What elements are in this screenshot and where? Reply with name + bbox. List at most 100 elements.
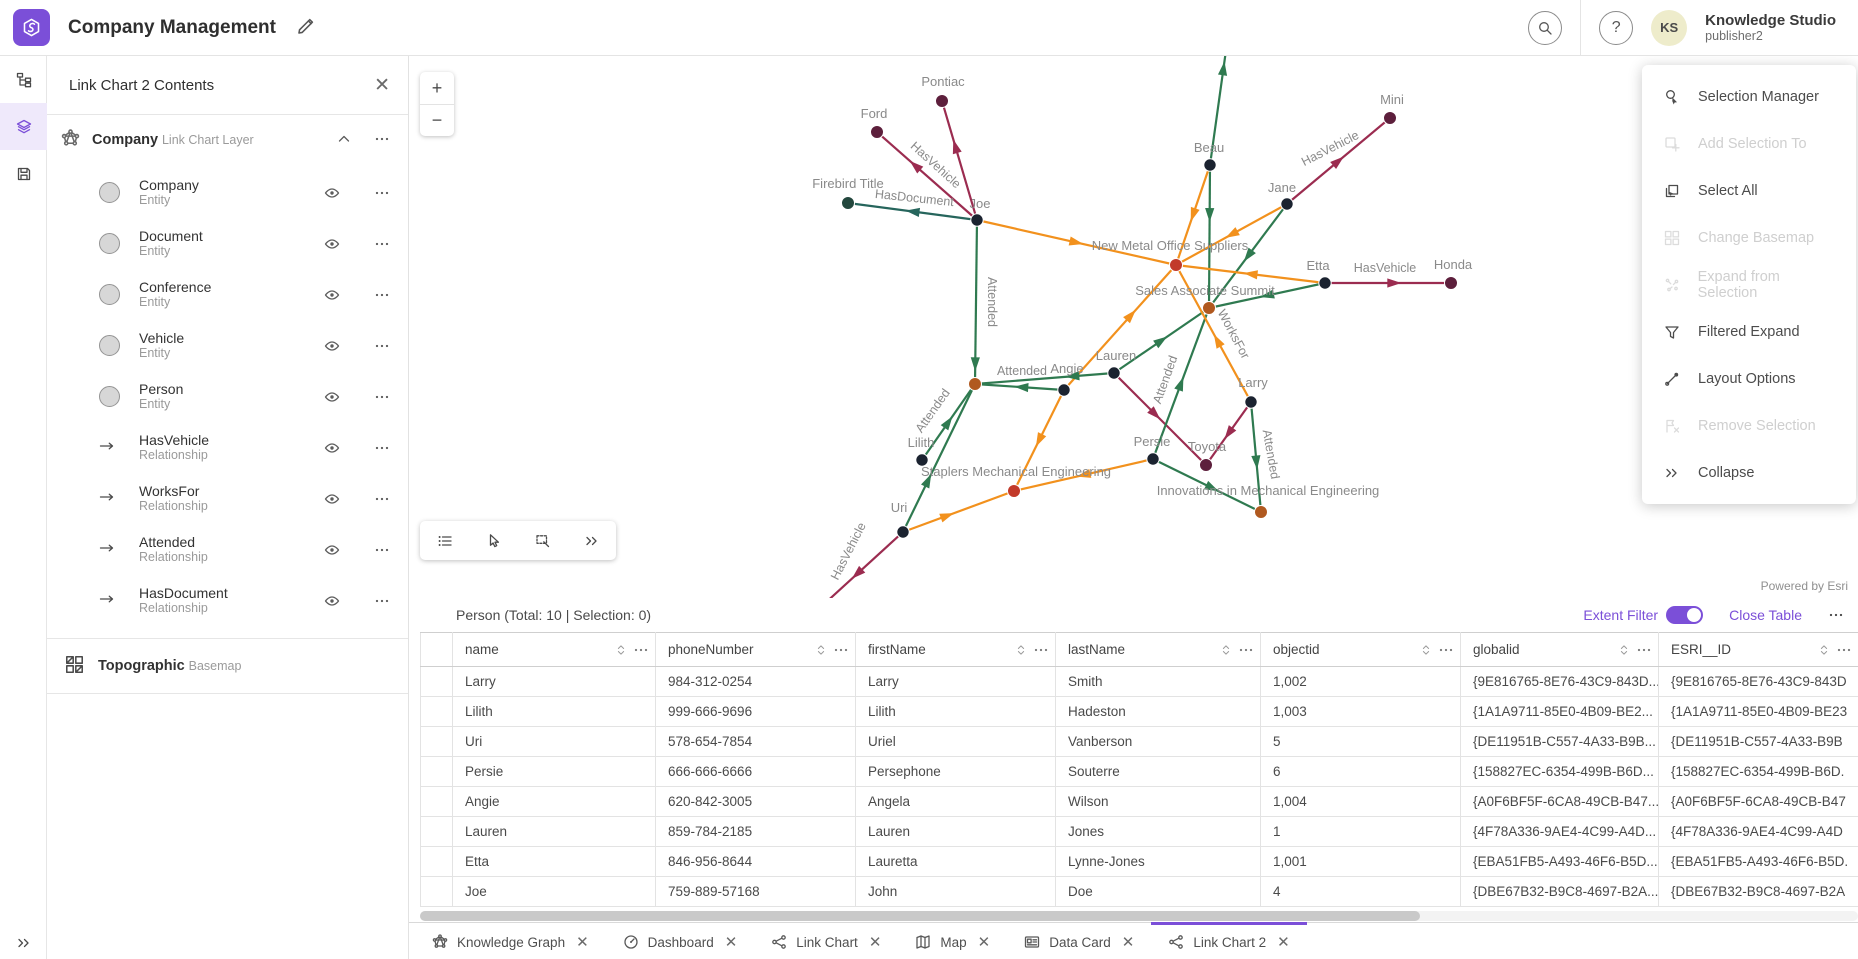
layer-item-conference[interactable]: Conference Entity: [47, 269, 408, 320]
layer-item-document[interactable]: Document Entity: [47, 218, 408, 269]
horizontal-scrollbar[interactable]: [420, 911, 1858, 921]
layer-item-company[interactable]: Company Entity: [47, 167, 408, 218]
item-options-button[interactable]: [374, 338, 390, 354]
row-checkbox[interactable]: [420, 696, 453, 727]
close-tab-icon[interactable]: ✕: [1121, 934, 1135, 951]
link-chart-canvas[interactable]: HasVehicle HasVehicle HasVehicle HasVehicle…: [410, 56, 1858, 616]
view-tab-link-chart-2[interactable]: Link Chart 2 ✕: [1151, 922, 1307, 959]
view-tab-map[interactable]: Map ✕: [898, 922, 1007, 959]
close-tab-icon[interactable]: ✕: [576, 934, 589, 951]
visibility-eye-icon[interactable]: [324, 542, 340, 558]
view-tab-data-card[interactable]: Data Card ✕: [1007, 922, 1151, 959]
menu-item-collapse[interactable]: Collapse: [1642, 449, 1856, 496]
layer-item-person[interactable]: Person Entity: [47, 371, 408, 422]
rail-item-knowledge-graph[interactable]: [0, 56, 47, 103]
column-header-ESRI__ID[interactable]: ESRI__ID: [1658, 632, 1858, 667]
item-options-button[interactable]: [374, 542, 390, 558]
row-checkbox[interactable]: [420, 846, 453, 877]
sort-icon[interactable]: [1420, 644, 1432, 656]
column-header-name[interactable]: name: [452, 632, 656, 667]
table-options-button[interactable]: [1828, 607, 1844, 623]
search-button[interactable]: [1528, 10, 1563, 45]
item-options-button[interactable]: [374, 236, 390, 252]
item-options-button[interactable]: [374, 185, 390, 201]
column-header-firstName[interactable]: firstName: [855, 632, 1056, 667]
row-checkbox[interactable]: [420, 756, 453, 787]
layer-item-worksfor[interactable]: WorksFor Relationship: [47, 473, 408, 524]
item-options-button[interactable]: [374, 491, 390, 507]
visibility-eye-icon[interactable]: [324, 440, 340, 456]
user-block[interactable]: Knowledge Studio publisher2: [1705, 12, 1836, 44]
collapse-layer-chevron-icon[interactable]: [336, 131, 352, 150]
table-row[interactable]: Persie 666-666-6666 Persephone Souterre 6 {15…: [420, 756, 1858, 787]
visibility-eye-icon[interactable]: [324, 389, 340, 405]
column-options-button[interactable]: [1033, 642, 1049, 658]
column-options-button[interactable]: [1238, 642, 1254, 658]
sort-icon[interactable]: [615, 644, 627, 656]
sort-icon[interactable]: [1618, 644, 1630, 656]
close-tab-icon[interactable]: ✕: [868, 934, 882, 951]
column-header-phoneNumber[interactable]: phoneNumber: [655, 632, 856, 667]
rail-expand-button[interactable]: [0, 935, 47, 951]
scrollbar-thumb[interactable]: [420, 911, 1420, 921]
visibility-eye-icon[interactable]: [324, 287, 340, 303]
item-options-button[interactable]: [374, 287, 390, 303]
toolbar-more-button[interactable]: [572, 521, 612, 560]
column-header-globalid[interactable]: globalid: [1460, 632, 1659, 667]
column-header-lastName[interactable]: lastName: [1055, 632, 1261, 667]
view-tab-dashboard[interactable]: Dashboard ✕: [606, 922, 755, 959]
visibility-eye-icon[interactable]: [324, 593, 340, 609]
app-logo-icon[interactable]: [13, 9, 50, 46]
select-all-header[interactable]: [420, 632, 453, 667]
view-tab-knowledge-graph[interactable]: Knowledge Graph ✕: [415, 922, 606, 959]
rail-item-save[interactable]: [0, 150, 47, 197]
table-row[interactable]: Etta 846-956-8644 Lauretta Lynne-Jones 1,001…: [420, 846, 1858, 877]
legend-list-button[interactable]: [425, 521, 465, 560]
close-tab-icon[interactable]: ✕: [724, 934, 738, 951]
table-row[interactable]: Uri 578-654-7854 Uriel Vanberson 5 {DE11951B-…: [420, 726, 1858, 757]
layer-options-button[interactable]: [374, 131, 390, 150]
layer-group-row[interactable]: Company Link Chart Layer: [47, 115, 408, 161]
layer-item-hasdocument[interactable]: HasDocument Relationship: [47, 575, 408, 626]
item-options-button[interactable]: [374, 593, 390, 609]
visibility-eye-icon[interactable]: [324, 185, 340, 201]
view-tab-link-chart[interactable]: Link Chart ✕: [754, 922, 898, 959]
extent-filter-toggle[interactable]: [1666, 606, 1704, 624]
visibility-eye-icon[interactable]: [324, 236, 340, 252]
layer-item-attended[interactable]: Attended Relationship: [47, 524, 408, 575]
table-row[interactable]: Lauren 859-784-2185 Lauren Jones 1 {4F78A336-…: [420, 816, 1858, 847]
sort-icon[interactable]: [1220, 644, 1232, 656]
basemap-row[interactable]: Topographic Basemap: [47, 639, 408, 694]
column-options-button[interactable]: [633, 642, 649, 658]
menu-item-filtered-expand[interactable]: Filtered Expand: [1642, 308, 1856, 355]
edit-title-pencil-icon[interactable]: [296, 17, 315, 39]
row-checkbox[interactable]: [420, 816, 453, 847]
column-header-objectid[interactable]: objectid: [1260, 632, 1461, 667]
column-options-button[interactable]: [1836, 642, 1852, 658]
table-row[interactable]: Larry 984-312-0254 Larry Smith 1,002 {9E81676…: [420, 666, 1858, 697]
help-button[interactable]: ?: [1599, 10, 1634, 45]
item-options-button[interactable]: [374, 389, 390, 405]
table-row[interactable]: Lilith 999-666-9696 Lilith Hadeston 1,003 {1A…: [420, 696, 1858, 727]
close-table-button[interactable]: Close Table: [1729, 607, 1802, 623]
visibility-eye-icon[interactable]: [324, 491, 340, 507]
rail-item-layers[interactable]: [0, 103, 47, 150]
item-options-button[interactable]: [374, 440, 390, 456]
column-options-button[interactable]: [1636, 642, 1652, 658]
zoom-out-button[interactable]: −: [420, 104, 454, 136]
menu-item-selection-manager[interactable]: Selection Manager: [1642, 73, 1856, 120]
close-panel-icon[interactable]: ✕: [374, 74, 390, 96]
layer-item-vehicle[interactable]: Vehicle Entity: [47, 320, 408, 371]
close-tab-icon[interactable]: ✕: [977, 934, 991, 951]
close-tab-icon[interactable]: ✕: [1277, 934, 1290, 951]
rectangle-select-button[interactable]: [523, 521, 563, 560]
layer-item-hasvehicle[interactable]: HasVehicle Relationship: [47, 422, 408, 473]
pointer-select-button[interactable]: [474, 521, 514, 560]
sort-icon[interactable]: [1818, 644, 1830, 656]
row-checkbox[interactable]: [420, 786, 453, 817]
table-row[interactable]: Joe 759-889-57168 John Doe 4 {DBE67B32-B9C8-4…: [420, 876, 1858, 907]
avatar[interactable]: KS: [1651, 9, 1688, 46]
visibility-eye-icon[interactable]: [324, 338, 340, 354]
zoom-in-button[interactable]: +: [431, 77, 443, 98]
menu-item-layout-options[interactable]: Layout Options: [1642, 355, 1856, 402]
